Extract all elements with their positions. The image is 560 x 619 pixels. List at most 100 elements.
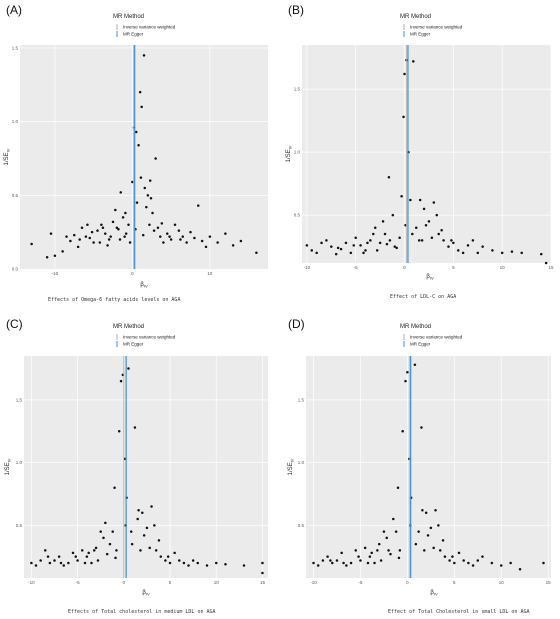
data-point xyxy=(452,241,455,245)
data-point xyxy=(135,130,138,134)
data-point xyxy=(414,226,418,229)
data-point xyxy=(315,251,318,255)
data-point xyxy=(490,561,494,565)
data-point xyxy=(135,201,139,204)
data-point xyxy=(138,90,142,94)
x-axis-label: βIV xyxy=(140,282,148,289)
legend: MR Method Inverse variance weighted MR E… xyxy=(113,324,176,347)
data-point xyxy=(368,555,372,558)
data-point xyxy=(177,229,181,232)
data-point xyxy=(46,555,50,558)
legend: MR Method Inverse variance weighted MR E… xyxy=(113,14,176,37)
data-point xyxy=(49,232,53,235)
data-point xyxy=(481,245,484,248)
data-point xyxy=(437,232,440,236)
x-tick-label: 10 xyxy=(207,271,213,276)
y-tick-label: 0.5 xyxy=(12,193,19,198)
data-point xyxy=(115,226,119,229)
data-point xyxy=(404,379,407,383)
plot-background xyxy=(24,356,268,578)
data-point xyxy=(168,561,172,565)
data-point xyxy=(124,211,127,215)
data-point xyxy=(443,555,447,558)
data-point xyxy=(413,363,417,367)
data-point xyxy=(385,536,388,540)
data-point xyxy=(153,524,156,527)
data-point xyxy=(78,238,81,241)
data-point xyxy=(467,561,470,565)
data-point xyxy=(440,228,443,232)
data-points xyxy=(312,363,545,571)
data-point xyxy=(450,239,453,242)
plot-background xyxy=(306,356,551,578)
data-point xyxy=(148,223,151,227)
caption: Effect of Total Cholesterol in small LDL… xyxy=(388,609,529,615)
data-point xyxy=(412,60,415,63)
data-point xyxy=(448,559,451,562)
x-tick-label: 15 xyxy=(260,580,266,585)
x-tick-label: 5 xyxy=(169,580,172,585)
panel-label: (C) xyxy=(6,317,23,331)
data-point xyxy=(423,549,426,552)
data-point xyxy=(149,197,153,200)
data-point xyxy=(364,249,367,252)
data-point xyxy=(154,157,157,160)
legend-label-ivw: Inverse variance weighted xyxy=(410,25,463,30)
data-point xyxy=(150,505,153,508)
y-tick-label: 0.5 xyxy=(294,213,301,218)
data-point xyxy=(406,371,409,374)
axis-ticks: -10 -5 0 5 10 15 0.5 1.0 1.5 xyxy=(16,397,266,585)
data-point xyxy=(398,236,401,240)
y-axis-label: 1/SEIV xyxy=(286,145,293,162)
x-axis-label: βIV xyxy=(426,274,434,281)
data-point xyxy=(189,230,192,234)
x-tick-label: -5 xyxy=(358,580,362,585)
data-point xyxy=(339,247,343,251)
data-point xyxy=(119,379,123,383)
data-point xyxy=(143,186,147,190)
data-point xyxy=(141,233,145,237)
data-point xyxy=(152,229,156,232)
data-point xyxy=(88,236,91,240)
data-point xyxy=(44,549,47,552)
data-point xyxy=(67,561,70,565)
data-point xyxy=(510,250,514,253)
data-point xyxy=(500,251,504,255)
data-point xyxy=(191,559,195,562)
data-point xyxy=(370,551,373,555)
legend: MR Method Inverse variance weighted MR E… xyxy=(400,324,463,347)
data-point xyxy=(140,105,143,109)
data-point xyxy=(381,220,385,223)
legend: MR Method Inverse variance weighted MR E… xyxy=(400,14,463,37)
data-point xyxy=(316,564,320,567)
mr-lines xyxy=(408,356,412,578)
data-point xyxy=(342,561,345,565)
x-axis-label: βIV xyxy=(142,590,150,597)
data-point xyxy=(114,556,117,560)
data-point xyxy=(85,555,89,558)
axis-ticks: -10 0 10 0.5 1.0 1.5 0.0 xyxy=(12,45,213,276)
data-point xyxy=(74,555,78,558)
data-point xyxy=(334,252,338,256)
data-point xyxy=(471,564,475,567)
data-point xyxy=(389,552,392,556)
y-tick-label: 0.0 xyxy=(12,267,19,272)
data-point xyxy=(146,194,150,197)
data-point xyxy=(398,549,402,552)
data-point xyxy=(224,562,227,566)
data-point xyxy=(424,511,428,515)
data-point xyxy=(476,251,480,255)
data-point xyxy=(139,549,142,552)
data-point xyxy=(39,559,42,562)
data-point xyxy=(544,261,548,265)
data-point xyxy=(424,223,428,227)
legend-label-ivw: Inverse variance weighted xyxy=(123,25,176,30)
data-point xyxy=(80,226,84,229)
data-point xyxy=(162,241,165,244)
funnel-plot-b: (B) MR Method Inverse variance weighted … xyxy=(286,3,554,300)
data-point xyxy=(200,239,204,243)
plot-background xyxy=(20,45,268,269)
data-point xyxy=(34,564,38,567)
data-point xyxy=(409,198,412,202)
data-point xyxy=(539,252,543,256)
